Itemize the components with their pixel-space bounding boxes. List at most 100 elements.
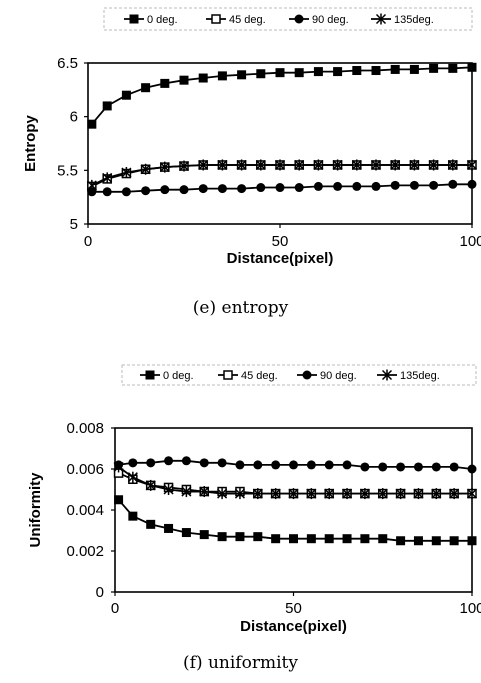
- uniformity-legend-label-1: 45 deg.: [241, 370, 278, 382]
- entropy-series-3-point-20: [466, 159, 478, 171]
- uniformity-series-0-point-13: [342, 534, 352, 544]
- entropy-series-3-point-4: [159, 161, 170, 173]
- uniformity-xtick-label-0: 0: [111, 600, 119, 617]
- uniformity-series-0-point-14: [360, 534, 370, 544]
- uniformity-series-3-point-5: [199, 486, 210, 498]
- entropy-legend-label-0: 0 deg.: [147, 14, 178, 26]
- uniformity-series-2-point-15: [378, 462, 388, 472]
- entropy-series-3-point-1: [102, 172, 113, 184]
- entropy-series-3-point-2: [121, 166, 132, 178]
- entropy-series-3-point-7: [217, 159, 228, 171]
- entropy-series-2-point-8: [237, 184, 247, 194]
- uniformity-series-3-point-13: [342, 488, 353, 500]
- entropy-series-3-point-18: [428, 159, 439, 171]
- entropy-series-3-point-6: [198, 159, 209, 171]
- uniformity-series-0-point-2: [146, 519, 156, 529]
- entropy-legend-marker-3: [375, 13, 387, 25]
- entropy-series-2-point-5: [179, 185, 189, 195]
- entropy-legend-label-1: 45 deg.: [229, 14, 266, 26]
- uniformity-series-0-point-7: [235, 532, 245, 542]
- uniformity-series-0-point-17: [413, 536, 423, 546]
- entropy-series-2-point-17: [409, 180, 419, 190]
- entropy-series-2-point-4: [160, 185, 170, 195]
- entropy-xtick-label-2: 100: [459, 233, 481, 250]
- entropy-series-2-point-0: [87, 187, 97, 197]
- entropy-series-0-point-0: [87, 119, 97, 129]
- entropy-series-3-point-13: [332, 159, 343, 171]
- uniformity-legend-label-3: 135deg.: [400, 370, 440, 382]
- uniformity-legend-marker-0: [145, 370, 155, 380]
- uniformity-series-2-point-8: [253, 460, 263, 470]
- uniformity-series-3-point-11: [306, 488, 317, 500]
- entropy-series-0-point-15: [371, 66, 381, 76]
- entropy-series-2-point-13: [333, 181, 343, 191]
- uniformity-legend: 0 deg. 45 deg. 90 deg. 135deg.: [121, 364, 477, 386]
- uniformity-series-0-point-16: [396, 536, 406, 546]
- entropy-series-0-point-7: [217, 71, 227, 81]
- uniformity-series-2-point-1: [128, 458, 138, 468]
- uniformity-legend-label-0: 0 deg.: [163, 370, 194, 382]
- entropy-xtick-label-1: 50: [272, 233, 289, 250]
- uniformity-series-0-point-19: [449, 536, 459, 546]
- entropy-series-3: [86, 159, 478, 191]
- uniformity-ytick-label-0: 0: [96, 584, 104, 601]
- uniformity-xtick-label-2: 100: [459, 600, 481, 617]
- uniformity-series-3-point-6: [217, 488, 228, 500]
- entropy-series-3-point-5: [178, 160, 190, 172]
- uniformity-series-0-point-18: [431, 536, 441, 546]
- entropy-series-0-point-9: [256, 69, 266, 79]
- uniformity-series-3-point-16: [395, 488, 406, 500]
- entropy-series-0-point-16: [390, 64, 400, 74]
- entropy-series-3-point-15: [370, 159, 382, 171]
- entropy-series-3-point-17: [409, 159, 420, 171]
- uniformity-series-0: [114, 495, 477, 546]
- entropy-series-2-point-7: [217, 184, 227, 194]
- entropy-series-0-point-12: [313, 67, 323, 77]
- uniformity-series-0-point-10: [289, 534, 298, 544]
- uniformity-legend-marker-3: [381, 369, 393, 381]
- uniformity-series-2-point-3: [164, 456, 174, 466]
- entropy-x-axis-label: Distance(pixel): [227, 250, 334, 267]
- entropy-ytick-label-2: 6: [70, 109, 78, 126]
- entropy-series-0-point-5: [179, 75, 189, 85]
- entropy-legend-frame: [103, 7, 473, 31]
- uniformity-series-2-point-5: [199, 458, 209, 468]
- uniformity-series-0-point-20: [467, 536, 477, 546]
- uniformity-series-0-point-1: [128, 511, 138, 521]
- uniformity-series-3-point-7: [234, 488, 245, 500]
- uniformity-series-2-point-7: [235, 460, 245, 470]
- entropy-legend-marker-2: [294, 14, 304, 24]
- uniformity-series-0-point-0: [114, 495, 124, 505]
- entropy-series-3-point-9: [255, 159, 266, 171]
- uniformity-series-2-point-18: [431, 462, 441, 472]
- entropy-series-0-point-1: [102, 101, 112, 111]
- uniformity-chart-panel: 0 deg. 45 deg. 90 deg. 135deg. 0 0.002 0.004 0.…: [0, 345, 481, 683]
- uniformity-x-axis-label: Distance(pixel): [240, 618, 347, 635]
- uniformity-series-0-point-9: [271, 534, 281, 544]
- entropy-y-axis-label: Entropy: [22, 115, 39, 172]
- uniformity-series-3-point-19: [449, 488, 460, 500]
- uniformity-ytick-label-4: 0.008: [66, 420, 104, 437]
- entropy-series-0-point-13: [333, 67, 343, 77]
- uniformity-series-2-point-17: [413, 462, 423, 472]
- entropy-series-2-point-18: [429, 180, 439, 190]
- entropy-series-0-point-4: [160, 78, 170, 88]
- uniformity-series-0-point-6: [217, 532, 227, 542]
- entropy-series-0-point-3: [141, 83, 151, 93]
- uniformity-series-2-point-16: [396, 462, 406, 472]
- uniformity-series-3-point-14: [359, 488, 370, 500]
- entropy-series-2-point-11: [294, 183, 304, 193]
- uniformity-series-2-point-19: [449, 462, 459, 472]
- uniformity-series-0-point-8: [253, 532, 263, 542]
- uniformity-series-3-point-4: [181, 486, 192, 498]
- entropy-series-2-point-10: [275, 183, 285, 193]
- uniformity-series-2-point-20: [467, 464, 477, 474]
- entropy-chart-panel: 0 deg. 45 deg. 90 deg. 135deg. 5 5.5 6 6.5 0 50 10…: [0, 0, 481, 330]
- entropy-legend: 0 deg. 45 deg. 90 deg. 135deg.: [103, 7, 473, 31]
- uniformity-series-3-point-3: [163, 484, 174, 495]
- entropy-legend-label-3: 135deg.: [394, 14, 434, 26]
- entropy-series-3-point-14: [351, 159, 362, 171]
- entropy-series-3-point-0: [86, 179, 97, 191]
- entropy-series-0: [87, 62, 477, 129]
- uniformity-series-0-point-12: [324, 534, 334, 544]
